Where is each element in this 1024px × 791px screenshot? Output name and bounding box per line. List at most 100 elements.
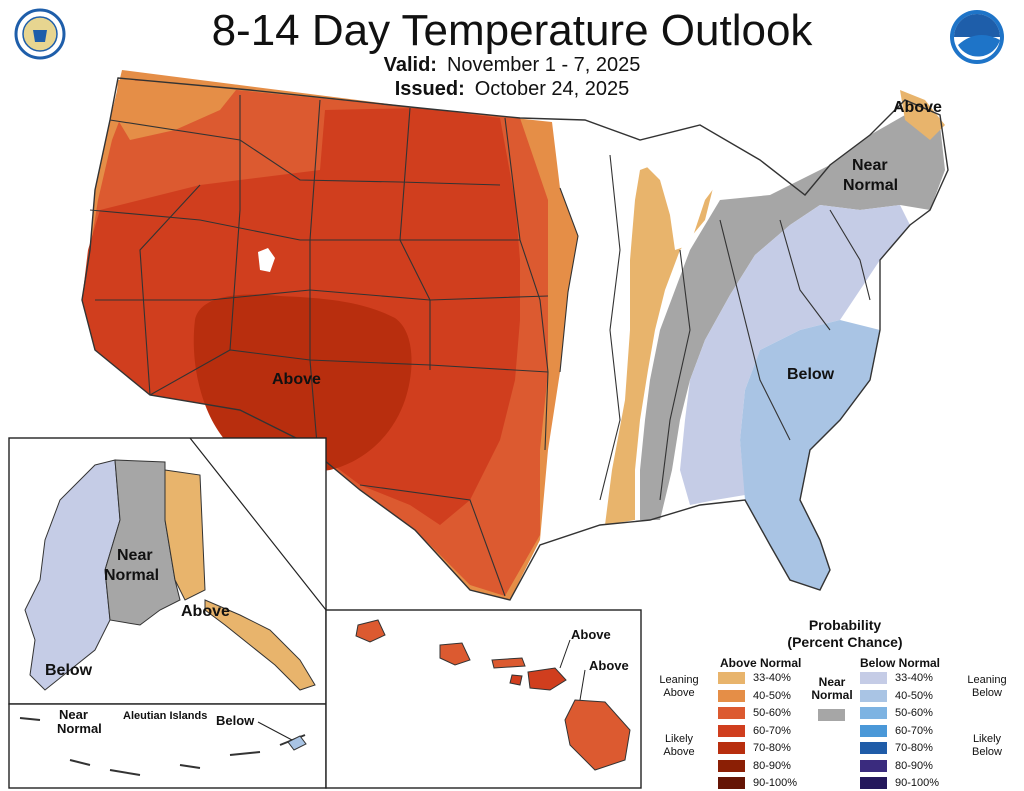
legend-above-label: 90-100% (753, 777, 798, 789)
hawaii-oahu (439, 642, 471, 666)
alaska-panhandle (204, 599, 316, 691)
label-hi-above-2: Above (589, 658, 629, 673)
legend-below-swatch (860, 689, 887, 702)
legend-likely-above: Likely Above (654, 733, 704, 759)
legend-likely-above-1: Likely (664, 733, 694, 745)
legend-leaning-above: Leaning Above (654, 674, 704, 700)
legend-below-swatch (860, 742, 887, 754)
map-title: 8-14 Day Temperature Outlook (211, 6, 813, 55)
legend-above-label: 70-80% (753, 742, 791, 754)
legend-below-label: 60-70% (895, 724, 933, 737)
legend-above-row: 70-80% (718, 741, 791, 755)
issued-date: October 24, 2025 (474, 78, 630, 100)
label-hi-above-1: Above (571, 627, 611, 642)
conus-region-nw-above (115, 80, 240, 140)
legend-above-swatch (718, 707, 745, 719)
legend-below-row: 90-100% (860, 776, 939, 790)
legend-leaning-below-1: Leaning (967, 674, 1007, 686)
label-ne-above: Above (893, 99, 942, 116)
legend-likely-above-2: Above (663, 746, 695, 758)
label-aleutian-normal: Normal (57, 721, 102, 736)
legend-below-row: 33-40% (860, 671, 933, 685)
legend-leaning-below-2: Below (972, 687, 1002, 699)
valid-line: Valid: November 1 - 7, 2025 (0, 54, 1024, 77)
legend-below-swatch (860, 777, 887, 789)
legend-below-swatch (860, 672, 887, 684)
legend-above-label: 50-60% (753, 707, 791, 719)
legend-near-normal: Near Normal (807, 676, 857, 702)
legend-above-swatch (718, 777, 745, 789)
label-aleutian-below: Below (216, 713, 255, 728)
legend-leaning-above-2: Above (663, 687, 695, 699)
label-ak-above: Above (181, 603, 230, 620)
legend-above-row: 33-40% (718, 671, 791, 685)
legend-below-label: 40-50% (895, 689, 933, 702)
legend-above-row: 40-50% (718, 689, 791, 703)
aleutian-chain (19, 717, 306, 776)
hawaii-inset (325, 609, 642, 789)
legend-above-label: 40-50% (753, 689, 791, 702)
label-conus-above: Above (272, 371, 321, 388)
legend-below-row: 80-90% (860, 759, 933, 773)
conus-region-above-70-80 (193, 294, 412, 472)
label-ne-near: Near (852, 157, 888, 174)
legend-likely-below-1: Likely (972, 733, 1002, 745)
label-ne-normal: Normal (843, 177, 899, 194)
alaska-above (164, 469, 206, 601)
legend-above-swatch (718, 759, 745, 772)
conus-map (81, 70, 949, 601)
legend-above-row: 50-60% (718, 706, 791, 720)
legend-title-line2: (Percent Chance) (787, 634, 903, 650)
legend-above-row: 90-100% (718, 776, 797, 790)
great-salt-lake (258, 248, 275, 272)
issued-label: Issued: (394, 78, 465, 100)
legend-below-row: 70-80% (860, 741, 933, 755)
legend-above-row: 60-70% (718, 724, 791, 738)
legend-below-label: 50-60% (895, 707, 933, 719)
hawaii-lanai (509, 674, 523, 686)
alaska-inset (8, 437, 327, 789)
conus-region-below-40-50 (740, 320, 880, 590)
legend-above-swatch (718, 724, 745, 737)
legend-above-label: 80-90% (753, 759, 791, 772)
label-ak-near: Near (117, 547, 153, 564)
legend-likely-below-2: Below (972, 746, 1002, 758)
conus-region-below-33-40 (680, 205, 910, 505)
legend-below-label: 33-40% (895, 672, 933, 684)
legend-below-label: 70-80% (895, 742, 933, 754)
legend-above-swatch (718, 672, 745, 684)
state-borders (89, 95, 871, 597)
legend-above-label: 33-40% (753, 672, 791, 684)
legend-below-header: Below Normal (860, 656, 941, 670)
legend-below-swatch (860, 759, 887, 772)
hawaii-kauai (355, 619, 386, 643)
legend-below-row: 40-50% (860, 689, 933, 703)
valid-label: Valid: (383, 54, 437, 76)
conus-region-near-normal (640, 115, 945, 520)
legend-above-swatch (718, 689, 745, 702)
legend-leaning-above-1: Leaning (659, 674, 699, 686)
legend-above-header: Above Normal (720, 656, 802, 670)
label-ak-below: Below (45, 662, 93, 679)
hawaii-big-island (564, 699, 631, 771)
legend-likely-below: Likely Below (962, 733, 1012, 759)
great-lakes (585, 110, 805, 250)
conus-region-above-33-40 (605, 155, 715, 525)
commerce-seal (14, 8, 66, 60)
valid-dates: November 1 - 7, 2025 (446, 54, 641, 76)
legend-below-label: 90-100% (895, 777, 940, 789)
legend-title: Probability (Percent Chance) (740, 617, 950, 651)
hawaii-maui (527, 667, 567, 691)
legend-near-line2: Normal (811, 688, 853, 702)
label-ak-normal: Normal (104, 567, 160, 584)
aleutian-below-tip (287, 735, 307, 751)
legend-below-swatch (860, 724, 887, 737)
label-conus-below: Below (787, 366, 835, 383)
label-aleutian-near: Near (59, 707, 88, 722)
label-aleutian-islands: Aleutian Islands (123, 710, 208, 722)
legend-below-label: 80-90% (895, 759, 933, 772)
legend-below-swatch (860, 707, 887, 719)
legend-below-row: 60-70% (860, 724, 933, 738)
legend-leaning-below: Leaning Below (962, 674, 1012, 700)
legend-above-label: 60-70% (753, 724, 791, 737)
